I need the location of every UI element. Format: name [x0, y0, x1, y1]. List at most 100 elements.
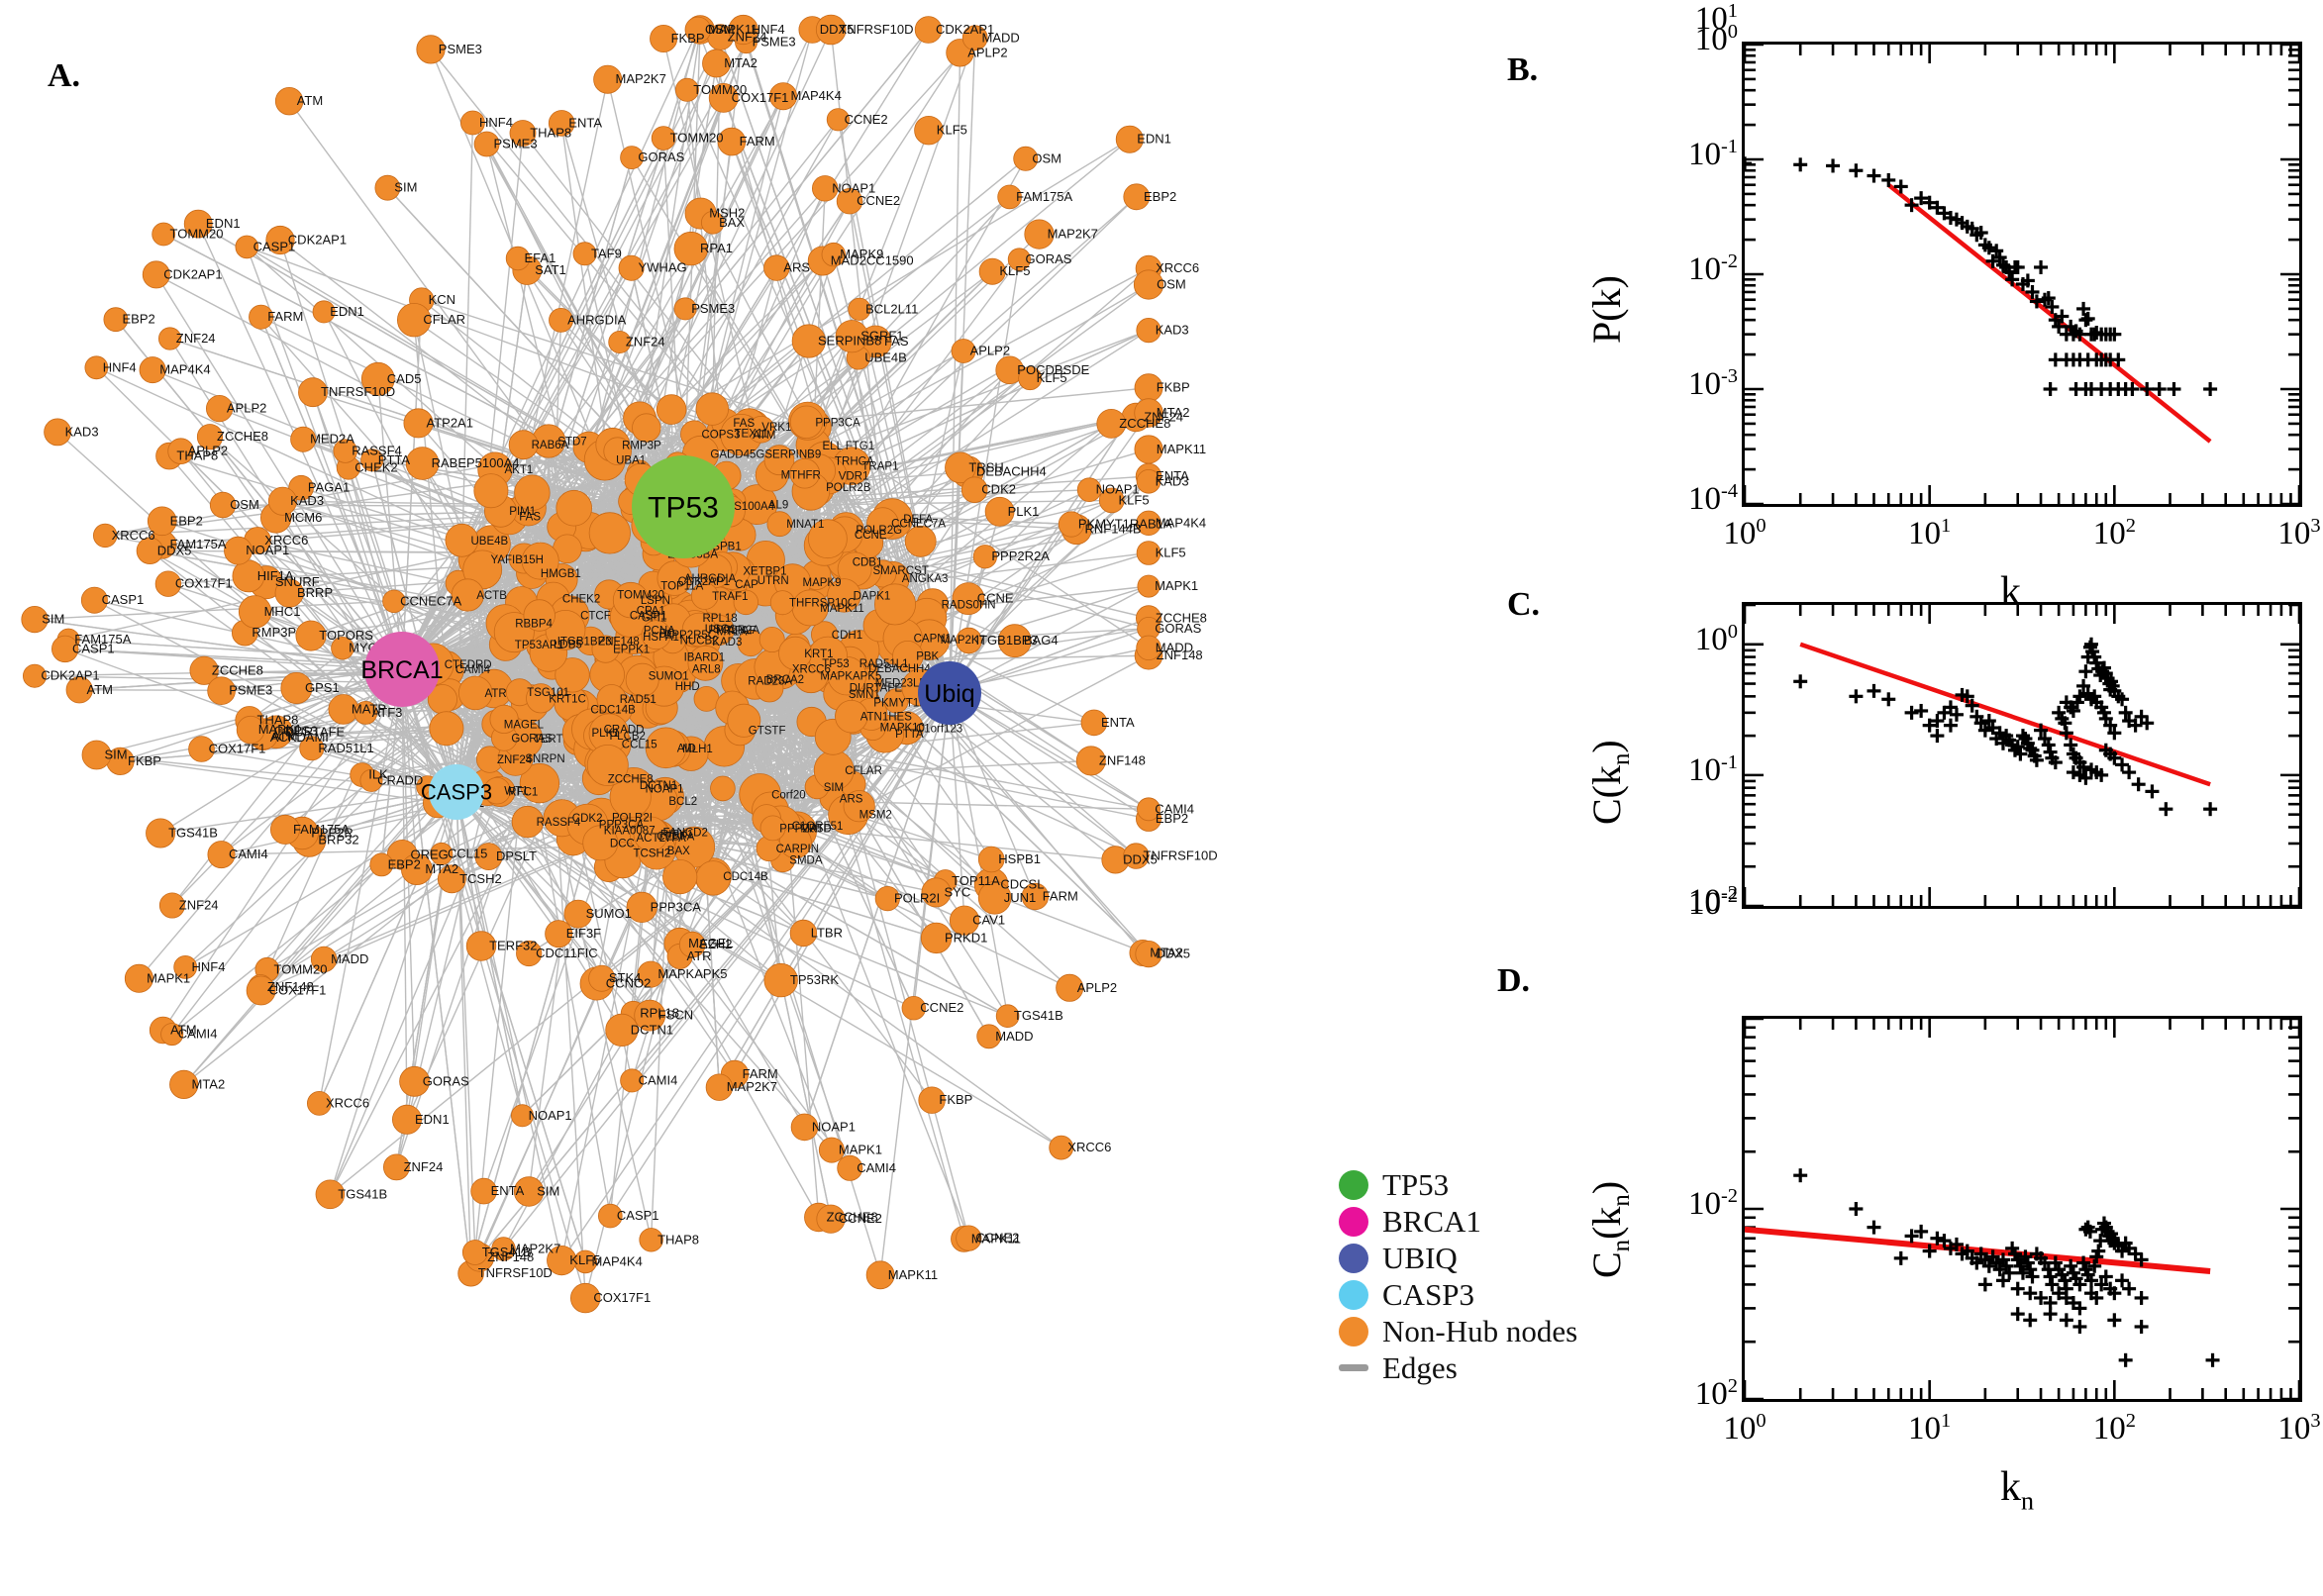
network-node[interactable]	[1123, 843, 1150, 869]
network-node[interactable]	[369, 852, 394, 877]
network-node[interactable]	[545, 920, 573, 948]
network-node[interactable]	[952, 582, 985, 615]
network-node[interactable]	[473, 131, 500, 157]
network-node[interactable]	[608, 330, 632, 353]
network-node[interactable]	[315, 1179, 346, 1210]
network-node[interactable]	[516, 940, 543, 967]
network-node[interactable]	[465, 931, 497, 961]
network-node[interactable]	[299, 736, 325, 761]
network-node[interactable]	[403, 408, 434, 439]
network-node[interactable]	[702, 49, 731, 78]
network-node[interactable]	[103, 307, 129, 333]
network-node[interactable]	[717, 127, 747, 156]
network-node[interactable]	[892, 641, 924, 672]
network-node[interactable]	[235, 235, 259, 259]
network-node[interactable]	[705, 1073, 734, 1101]
network-node[interactable]	[976, 1024, 1002, 1049]
network-node[interactable]	[904, 525, 937, 557]
network-node[interactable]	[758, 627, 785, 653]
network-node[interactable]	[382, 1153, 410, 1181]
network-node[interactable]	[295, 620, 327, 651]
network-node[interactable]	[1024, 219, 1055, 249]
network-node[interactable]	[818, 1137, 845, 1163]
network-node[interactable]	[710, 775, 736, 802]
network-node[interactable]	[815, 14, 847, 46]
network-node[interactable]	[169, 1069, 199, 1100]
network-node[interactable]	[769, 82, 798, 111]
network-node[interactable]	[609, 775, 652, 819]
network-node[interactable]	[977, 846, 1005, 873]
network-node[interactable]	[470, 1177, 497, 1205]
network-node[interactable]	[246, 975, 276, 1006]
network-node[interactable]	[978, 257, 1006, 285]
network-node[interactable]	[634, 999, 666, 1032]
network-node[interactable]	[763, 445, 795, 476]
network-node[interactable]	[563, 899, 593, 929]
network-node[interactable]	[808, 519, 848, 559]
network-node[interactable]	[331, 637, 354, 660]
network-node[interactable]	[80, 586, 108, 614]
network-node[interactable]	[1137, 574, 1161, 598]
network-node[interactable]	[605, 1013, 639, 1047]
network-node[interactable]	[632, 413, 661, 443]
network-node[interactable]	[312, 300, 336, 324]
network-node[interactable]	[791, 324, 826, 358]
network-node[interactable]	[901, 996, 927, 1021]
network-node[interactable]	[972, 545, 998, 569]
network-node[interactable]	[399, 1065, 431, 1097]
network-node[interactable]	[397, 303, 432, 338]
network-node[interactable]	[1096, 408, 1127, 439]
network-node[interactable]	[391, 1104, 422, 1135]
network-node[interactable]	[265, 225, 295, 255]
network-node[interactable]	[92, 523, 118, 549]
network-node[interactable]	[473, 473, 509, 509]
network-node[interactable]	[167, 438, 194, 465]
network-node[interactable]	[920, 922, 953, 954]
network-node[interactable]	[84, 355, 109, 380]
network-node[interactable]	[572, 242, 597, 266]
network-node[interactable]	[997, 624, 1032, 658]
network-node[interactable]	[656, 560, 693, 596]
network-node[interactable]	[997, 184, 1022, 210]
network-node[interactable]	[645, 727, 687, 769]
network-node[interactable]	[695, 392, 729, 426]
network-node[interactable]	[505, 246, 531, 271]
network-node[interactable]	[457, 675, 493, 711]
network-hub-ubiq[interactable]	[918, 661, 981, 725]
network-node[interactable]	[400, 853, 433, 885]
network-node[interactable]	[656, 394, 687, 425]
network-node[interactable]	[789, 919, 818, 948]
network-node[interactable]	[1123, 183, 1151, 211]
network-node[interactable]	[523, 599, 556, 632]
network-node[interactable]	[618, 254, 645, 281]
network-node[interactable]	[591, 635, 620, 663]
network-node[interactable]	[81, 740, 112, 770]
network-node[interactable]	[280, 672, 313, 705]
network-node[interactable]	[837, 1154, 863, 1181]
network-node[interactable]	[274, 578, 304, 608]
network-node[interactable]	[687, 645, 724, 681]
network-node[interactable]	[196, 424, 224, 450]
network-node[interactable]	[152, 222, 176, 247]
network-node[interactable]	[960, 476, 988, 504]
network-node[interactable]	[459, 110, 485, 136]
network-node[interactable]	[586, 745, 629, 787]
network-node[interactable]	[1007, 248, 1032, 271]
network-node[interactable]	[461, 1240, 488, 1265]
network-node[interactable]	[374, 174, 401, 201]
network-node[interactable]	[158, 327, 182, 350]
network-node[interactable]	[836, 187, 863, 215]
network-node[interactable]	[359, 768, 383, 792]
network-node[interactable]	[209, 491, 237, 519]
network-hub-tp53[interactable]	[632, 455, 735, 558]
network-node[interactable]	[684, 16, 712, 44]
network-node[interactable]	[1098, 487, 1125, 514]
network-node[interactable]	[827, 578, 861, 613]
network-node[interactable]	[1134, 398, 1163, 428]
network-node[interactable]	[491, 1237, 516, 1261]
network-node[interactable]	[508, 430, 539, 460]
network-node[interactable]	[620, 1068, 645, 1093]
network-node[interactable]	[673, 297, 697, 321]
network-node[interactable]	[1135, 940, 1162, 968]
network-node[interactable]	[158, 892, 185, 919]
